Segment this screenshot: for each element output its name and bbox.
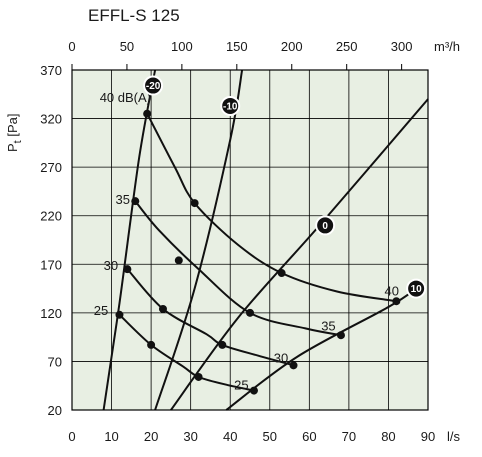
x-axis-ticks: 0 10 20 30 40 50 60 70 80 90 <box>68 429 435 444</box>
y-axis-label-sub: t <box>12 140 24 143</box>
sound-curve-end-label: 25 <box>234 378 248 393</box>
sound-curve <box>146 113 397 303</box>
y-axis-label-unit: [Pa] <box>5 114 20 141</box>
operating-point <box>194 372 203 381</box>
operating-point <box>218 340 227 349</box>
operating-point <box>277 269 286 278</box>
y-axis-label: Pt [Pa] <box>5 114 24 152</box>
damper-badge-label: 0 <box>322 221 328 232</box>
y-tick-label: 170 <box>40 257 62 272</box>
sound-curve-end-label: 30 <box>274 351 288 366</box>
operating-point <box>147 340 156 349</box>
operating-point <box>131 197 140 206</box>
x-tick-label: 40 <box>223 429 237 444</box>
x2-axis-label: m³/h <box>434 39 460 54</box>
sound-curve-label: 40 dB(A) <box>100 90 151 105</box>
y-tick-label: 370 <box>40 63 62 78</box>
x2-tick-label: 300 <box>391 39 413 54</box>
plot-frame <box>71 69 429 411</box>
sound-curve-end-label: 40 <box>384 283 398 298</box>
sound-curve-label: 25 <box>94 303 108 318</box>
x-tick-label: 20 <box>144 429 158 444</box>
damper-badge-label: -10 <box>223 101 238 112</box>
damper-badge-label: 10 <box>411 284 423 295</box>
x-tick-label: 90 <box>421 429 435 444</box>
x2-tick-label: 50 <box>120 39 134 54</box>
x-tick-label: 0 <box>68 429 75 444</box>
y-tick-label: 20 <box>48 403 62 418</box>
damper-badge <box>315 215 336 236</box>
y-axis-label-main: P <box>5 143 20 152</box>
y-tick-label: 70 <box>48 354 62 369</box>
x2-axis-ticks: 0 50 100 150 200 250 300 <box>68 39 412 70</box>
operating-points <box>115 109 401 395</box>
operating-point <box>158 304 167 313</box>
x2-tick-label: 200 <box>281 39 303 54</box>
x-axis-label: l/s <box>447 429 461 444</box>
damper-badge <box>143 75 164 96</box>
y-axis-ticks: 20 70 120 170 220 270 320 370 <box>40 63 62 418</box>
x2-tick-label: 100 <box>171 39 193 54</box>
damper-badge-label: -20 <box>146 81 161 92</box>
x2-tick-label: 150 <box>226 39 248 54</box>
operating-point <box>190 199 199 208</box>
sound-curve-label: 30 <box>104 258 118 273</box>
operating-point <box>246 308 254 317</box>
x-tick-label: 70 <box>342 429 356 444</box>
sound-curve-label: 35 <box>116 192 130 207</box>
operating-point <box>174 256 183 265</box>
sound-curve-end-label: 35 <box>321 318 335 333</box>
x2-tick-label: 250 <box>336 39 358 54</box>
chart-title: EFFL-S 125 <box>88 6 180 25</box>
operating-point <box>336 331 345 340</box>
damper-badge <box>220 95 241 116</box>
y-tick-label: 120 <box>40 306 62 321</box>
x-tick-label: 30 <box>183 429 197 444</box>
plot-area <box>72 70 428 410</box>
x-tick-label: 10 <box>104 429 118 444</box>
operating-point <box>249 386 258 395</box>
operating-point <box>289 361 298 370</box>
x-tick-label: 50 <box>263 429 277 444</box>
operating-point <box>123 265 132 274</box>
y-tick-label: 270 <box>40 160 62 175</box>
y-tick-label: 320 <box>40 112 62 127</box>
x-tick-label: 60 <box>302 429 316 444</box>
x2-tick-label: 0 <box>68 39 75 54</box>
damper-curve <box>170 98 429 411</box>
sound-labels: 40 dB(A) 40 35 35 30 30 25 25 <box>94 90 399 393</box>
damper-badges: -20 -10 0 10 <box>143 75 427 299</box>
y-tick-label: 220 <box>40 209 62 224</box>
damper-badge <box>406 278 427 299</box>
sound-curve <box>126 268 294 367</box>
operating-point <box>143 109 152 118</box>
sound-curve <box>134 200 342 337</box>
operating-point <box>392 297 401 306</box>
operating-point <box>115 310 124 319</box>
x-tick-label: 80 <box>381 429 395 444</box>
